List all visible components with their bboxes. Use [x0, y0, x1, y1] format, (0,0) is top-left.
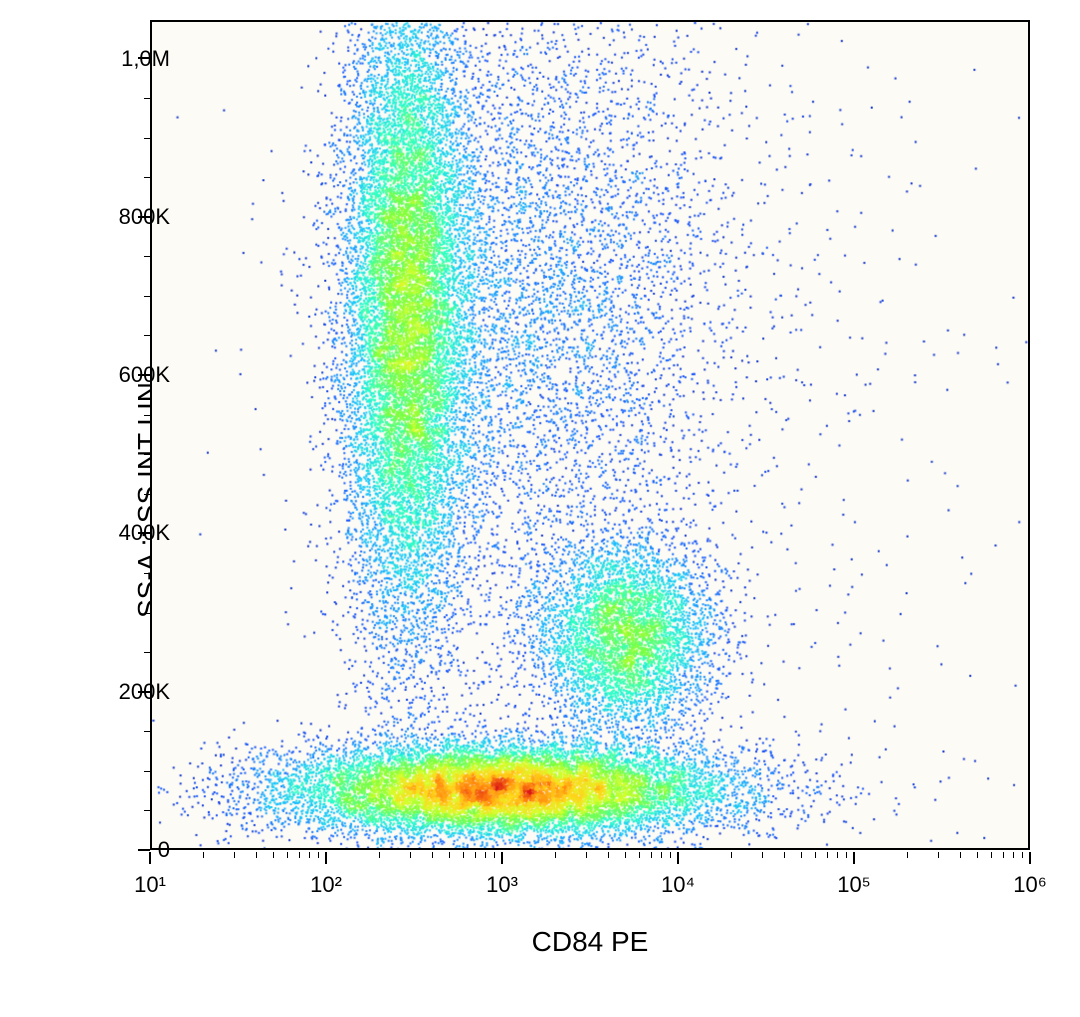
y-tick-0: 0	[158, 837, 170, 863]
x-axis-label: CD84 PE	[532, 926, 649, 958]
x-tick-1: 10²	[310, 872, 342, 898]
plot-area: CD84 PE	[150, 20, 1030, 850]
x-tick-3: 10⁴	[661, 872, 695, 898]
density-scatter-canvas	[152, 22, 1028, 848]
x-tick-5: 10⁶	[1013, 872, 1047, 898]
x-tick-0: 10¹	[134, 872, 166, 898]
x-tick-4: 10⁵	[837, 872, 871, 898]
x-tick-2: 10³	[486, 872, 518, 898]
flow-cytometry-chart: SS-A :: SS INT LIN CD84 PE 0 200K 400K 6…	[50, 10, 1060, 990]
